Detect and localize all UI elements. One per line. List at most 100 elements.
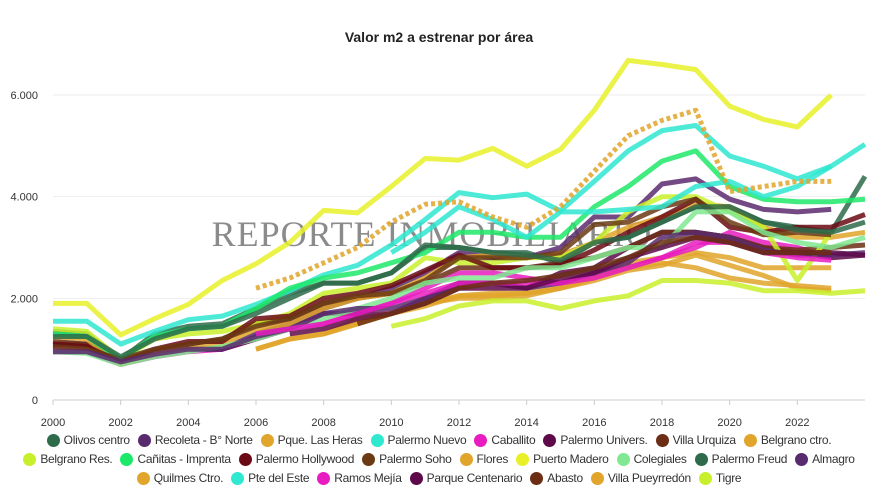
legend-label: Quilmes Ctro. (153, 471, 224, 485)
legend-item[interactable]: Palermo Nuevo (370, 432, 467, 448)
legend-label: Puerto Madero (533, 452, 609, 466)
legend-label: Almagro (812, 452, 855, 466)
legend-swatch-icon (616, 452, 630, 466)
legend-label: Abasto (547, 471, 583, 485)
legend-label: Flores (476, 452, 509, 466)
legend-swatch-icon (370, 433, 384, 447)
legend-swatch-icon (474, 433, 488, 447)
legend-item[interactable]: Caballito (474, 432, 536, 448)
legend-swatch-icon (694, 452, 708, 466)
legend-label: Parque Centenario (426, 471, 523, 485)
x-tick-label: 2008 (311, 417, 335, 429)
legend-label: Palermo Hollywood (255, 452, 355, 466)
legend-label: Olivos centro (63, 433, 130, 447)
legend-item[interactable]: Palermo Hollywood (238, 451, 355, 467)
legend-item[interactable]: Cañitas - Imprenta (120, 451, 231, 467)
x-tick-label: 2022 (785, 417, 809, 429)
legend: Olivos centro Recoleta - B° Norte Pque. La… (10, 432, 868, 486)
legend-swatch-icon (698, 471, 712, 485)
y-tick-label: 2.000 (10, 293, 38, 305)
legend-label: Caballito (491, 433, 536, 447)
series-line-abasto (356, 234, 832, 327)
x-tick-label: 2016 (582, 417, 606, 429)
legend-label: Belgrano ctro. (760, 433, 832, 447)
legend-swatch-icon (516, 452, 530, 466)
legend-item[interactable]: Pque. Las Heras (260, 432, 363, 448)
x-tick-label: 2004 (176, 417, 200, 429)
legend-swatch-icon (231, 471, 245, 485)
legend-label: Pque. Las Heras (277, 433, 363, 447)
legend-swatch-icon (362, 452, 376, 466)
x-tick-label: 2012 (447, 417, 471, 429)
legend-swatch-icon (655, 433, 669, 447)
legend-item[interactable]: Palermo Freud (694, 451, 788, 467)
legend-swatch-icon (136, 471, 150, 485)
legend-item[interactable]: Pte del Este (231, 470, 310, 486)
legend-item[interactable]: Palermo Univers. (543, 432, 648, 448)
x-tick-label: 2020 (717, 417, 741, 429)
legend-swatch-icon (743, 433, 757, 447)
legend-label: Ramos Mejía (334, 471, 402, 485)
series-line-tigre (390, 278, 866, 329)
legend-item[interactable]: Tigre (698, 470, 742, 486)
y-tick-label: 6.000 (10, 90, 38, 102)
legend-item[interactable]: Villa Pueyrredón (590, 470, 691, 486)
legend-item[interactable]: Belgrano Res. (23, 451, 113, 467)
legend-swatch-icon (459, 452, 473, 466)
legend-label: Villa Pueyrredón (607, 471, 691, 485)
legend-label: Tigre (715, 471, 742, 485)
series-line-palermo-freud (53, 204, 866, 360)
legend-item[interactable]: Olivos centro (46, 432, 130, 448)
legend-swatch-icon (238, 452, 252, 466)
x-tick-label: 2014 (514, 417, 538, 429)
legend-item[interactable]: Colegiales (616, 451, 687, 467)
chart-title: Valor m2 a estrenar por área (344, 29, 534, 45)
legend-item[interactable]: Ramos Mejía (317, 470, 402, 486)
legend-label: Palermo Freud (711, 452, 788, 466)
legend-swatch-icon (23, 452, 37, 466)
line-chart: REPORTE INMOBILIARIO 02.0004.0006.000200… (10, 57, 868, 429)
legend-label: Palermo Univers. (560, 433, 648, 447)
legend-item[interactable]: Quilmes Ctro. (136, 470, 224, 486)
series-line-palermo-hollywood (52, 196, 866, 365)
legend-label: Belgrano Res. (40, 452, 113, 466)
x-tick-label: 2000 (41, 417, 65, 429)
legend-item[interactable]: Villa Urquiza (655, 432, 737, 448)
legend-label: Pte del Este (248, 471, 310, 485)
x-tick-label: 2018 (650, 417, 674, 429)
legend-label: Cañitas - Imprenta (137, 452, 231, 466)
legend-label: Recoleta - B° Norte (154, 433, 253, 447)
x-tick-label: 2006 (244, 417, 268, 429)
series-line-villa-pueyrred-n (255, 107, 832, 291)
series-line-pte-del-este (390, 164, 833, 255)
legend-swatch-icon (260, 433, 274, 447)
legend-swatch-icon (530, 471, 544, 485)
legend-label: Palermo Soho (379, 452, 452, 466)
y-tick-label: 0 (32, 395, 38, 407)
legend-item[interactable]: Almagro (795, 451, 855, 467)
legend-item[interactable]: Abasto (530, 470, 583, 486)
x-tick-label: 2002 (108, 417, 132, 429)
legend-swatch-icon (46, 433, 60, 447)
legend-item[interactable]: Flores (459, 451, 509, 467)
legend-label: Villa Urquiza (672, 433, 737, 447)
legend-item[interactable]: Parque Centenario (409, 470, 523, 486)
legend-swatch-icon (590, 471, 604, 485)
x-tick-label: 2010 (379, 417, 403, 429)
legend-item[interactable]: Belgrano ctro. (743, 432, 832, 448)
series-line-puerto-madero (53, 57, 833, 338)
legend-item[interactable]: Recoleta - B° Norte (137, 432, 253, 448)
legend-item[interactable]: Palermo Soho (362, 451, 452, 467)
legend-swatch-icon (317, 471, 331, 485)
legend-item[interactable]: Puerto Madero (516, 451, 609, 467)
y-tick-label: 4.000 (10, 192, 38, 204)
legend-swatch-icon (120, 452, 134, 466)
legend-swatch-icon (543, 433, 557, 447)
legend-swatch-icon (795, 452, 809, 466)
legend-label: Colegiales (633, 452, 687, 466)
series-line-palermo-soho (52, 196, 832, 362)
legend-swatch-icon (409, 471, 423, 485)
series-line-palermo-nuevo (53, 123, 867, 347)
legend-swatch-icon (137, 433, 151, 447)
